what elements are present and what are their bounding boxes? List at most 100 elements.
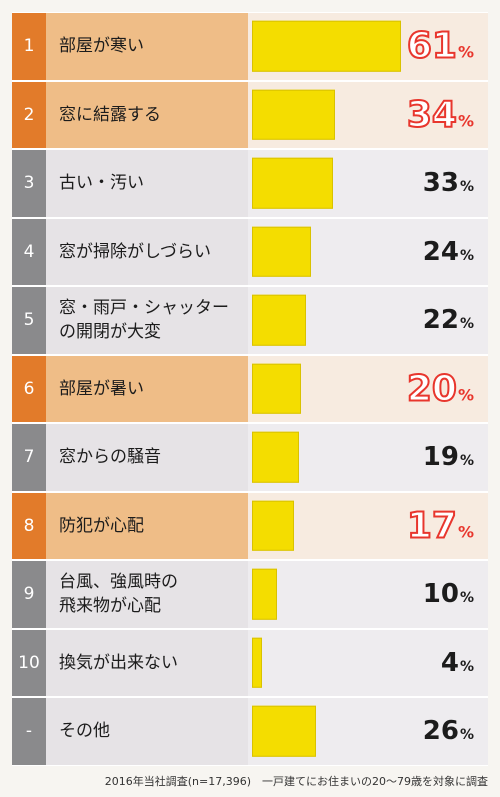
- value-label: 10%: [423, 579, 474, 609]
- value-label: 19%: [423, 442, 474, 472]
- value-label: 26%: [423, 716, 474, 746]
- bar-track: 22%: [248, 287, 488, 354]
- value-number: 34: [406, 93, 458, 136]
- rank-number: 10: [12, 629, 46, 696]
- rank-number: 8: [12, 492, 46, 559]
- label-cell: 換気が出来ない: [49, 629, 245, 696]
- value-label: 4%: [441, 648, 474, 678]
- category-label: 台風、強風時の 飛来物が心配: [59, 572, 178, 617]
- bar-track: 17%: [248, 492, 488, 559]
- category-label: 部屋が寒い: [59, 36, 144, 57]
- bar: [252, 637, 262, 689]
- label-cell: 窓・雨戸・シャッター の開閉が大変: [49, 287, 245, 354]
- label-cell: 窓が掃除がしづらい: [49, 218, 245, 285]
- bar: [252, 226, 311, 278]
- value-number: 61: [406, 25, 458, 68]
- value-unit: %: [459, 727, 474, 744]
- chart-row: 6 部屋が暑い 20%: [12, 354, 488, 423]
- category-label: その他: [59, 721, 110, 742]
- rank-number: 6: [12, 355, 46, 422]
- label-cell: 窓に結露する: [49, 81, 245, 148]
- category-label: 窓・雨戸・シャッター の開閉が大変: [59, 298, 229, 343]
- value-label: 24%: [423, 237, 474, 267]
- label-cell: 台風、強風時の 飛来物が心配: [49, 561, 245, 628]
- bar: [252, 705, 316, 757]
- value-number: 17: [406, 504, 458, 547]
- rank-number: 7: [12, 424, 46, 491]
- bar-track: 10%: [248, 561, 488, 628]
- bar-track: 24%: [248, 218, 488, 285]
- bar: [252, 20, 402, 72]
- chart-row: 4 窓が掃除がしづらい 24%: [12, 217, 488, 286]
- category-label: 窓に結露する: [59, 104, 161, 125]
- value-number: 19: [422, 442, 459, 473]
- bar: [252, 363, 301, 415]
- value-unit: %: [457, 42, 474, 62]
- bar-track: 4%: [248, 629, 488, 696]
- value-label: 61%: [406, 25, 474, 68]
- value-unit: %: [459, 453, 474, 470]
- bar-track: 26%: [248, 698, 488, 765]
- value-number: 4: [440, 647, 459, 678]
- value-label: 20%: [406, 367, 474, 410]
- label-cell: 部屋が暑い: [49, 355, 245, 422]
- footnote: 2016年当社調査(n=17,396) 一戸建てにお住まいの20～79歳を対象に…: [104, 775, 488, 788]
- rank-number: -: [12, 698, 46, 765]
- label-cell: 古い・汚い: [49, 150, 245, 217]
- bar: [252, 157, 333, 209]
- chart-row: 8 防犯が心配 17%: [12, 491, 488, 560]
- category-label: 部屋が暑い: [59, 378, 144, 399]
- value-number: 22: [422, 305, 459, 336]
- value-number: 24: [422, 236, 459, 267]
- bar-track: 61%: [248, 13, 488, 80]
- category-label: 窓からの騒音: [59, 447, 161, 468]
- label-cell: 窓からの騒音: [49, 424, 245, 491]
- bar: [252, 89, 336, 141]
- category-label: 窓が掃除がしづらい: [59, 241, 211, 262]
- value-unit: %: [457, 111, 474, 131]
- chart-row: 5 窓・雨戸・シャッター の開閉が大変 22%: [12, 286, 488, 355]
- value-number: 26: [422, 716, 459, 747]
- value-label: 33%: [423, 168, 474, 198]
- value-number: 10: [422, 579, 459, 610]
- category-label: 古い・汚い: [59, 173, 144, 194]
- label-cell: 部屋が寒い: [49, 13, 245, 80]
- bar: [252, 500, 294, 552]
- bar: [252, 568, 277, 620]
- rank-number: 4: [12, 218, 46, 285]
- bar-track: 33%: [248, 150, 488, 217]
- bar-track: 20%: [248, 355, 488, 422]
- category-label: 換気が出来ない: [59, 652, 178, 673]
- label-cell: その他: [49, 698, 245, 765]
- chart-row: 1 部屋が寒い 61%: [12, 12, 488, 81]
- chart-row: 2 窓に結露する 34%: [12, 80, 488, 149]
- chart-row: 9 台風、強風時の 飛来物が心配 10%: [12, 560, 488, 629]
- chart-row: - その他 26%: [12, 697, 488, 766]
- bar: [252, 431, 299, 483]
- value-unit: %: [459, 179, 474, 196]
- bar: [252, 294, 306, 346]
- rank-number: 5: [12, 287, 46, 354]
- value-number: 20: [406, 367, 458, 410]
- value-label: 22%: [423, 305, 474, 335]
- rank-number: 1: [12, 13, 46, 80]
- value-unit: %: [459, 247, 474, 264]
- chart-row: 7 窓からの騒音 19%: [12, 423, 488, 492]
- rank-number: 9: [12, 561, 46, 628]
- label-cell: 防犯が心配: [49, 492, 245, 559]
- bar-track: 34%: [248, 81, 488, 148]
- value-number: 33: [422, 168, 459, 199]
- value-unit: %: [459, 316, 474, 333]
- bar-track: 19%: [248, 424, 488, 491]
- value-unit: %: [459, 590, 474, 607]
- chart-row: 10 換気が出来ない 4%: [12, 628, 488, 697]
- rank-number: 3: [12, 150, 46, 217]
- category-label: 防犯が心配: [59, 515, 144, 536]
- value-label: 17%: [406, 504, 474, 547]
- value-label: 34%: [406, 93, 474, 136]
- value-unit: %: [457, 522, 474, 542]
- value-unit: %: [457, 385, 474, 405]
- chart-row: 3 古い・汚い 33%: [12, 149, 488, 218]
- value-unit: %: [459, 658, 474, 675]
- rank-number: 2: [12, 81, 46, 148]
